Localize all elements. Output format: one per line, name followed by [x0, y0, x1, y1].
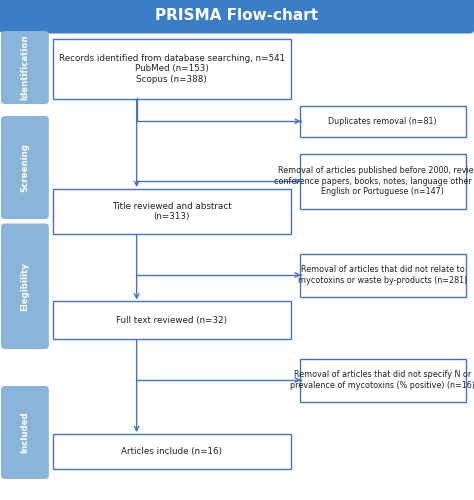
- Text: Records identified from database searching, n=541
PubMed (n=153)
Scopus (n=388): Records identified from database searchi…: [59, 54, 285, 84]
- Text: Identification: Identification: [20, 35, 29, 100]
- FancyBboxPatch shape: [53, 38, 291, 99]
- Text: Removal of articles that did not relate to
mycotoxins or waste by-products (n=28: Removal of articles that did not relate …: [298, 266, 467, 284]
- FancyBboxPatch shape: [1, 224, 49, 349]
- Text: Removal of articles published before 2000, reviews,
conference papers, books, no: Removal of articles published before 200…: [273, 166, 474, 196]
- FancyBboxPatch shape: [300, 254, 466, 296]
- Text: Screening: Screening: [20, 143, 29, 192]
- Text: Articles include (n=16): Articles include (n=16): [121, 447, 222, 456]
- Text: Title reviewed and abstract
(n=313): Title reviewed and abstract (n=313): [112, 202, 232, 221]
- FancyBboxPatch shape: [1, 31, 49, 104]
- FancyBboxPatch shape: [1, 116, 49, 219]
- Text: Full text reviewed (n=32): Full text reviewed (n=32): [116, 316, 228, 324]
- Text: Included: Included: [20, 412, 29, 454]
- FancyBboxPatch shape: [300, 358, 466, 402]
- Text: Removal of articles that did not specify N or
prevalence of mycotoxins (% positi: Removal of articles that did not specify…: [290, 370, 474, 390]
- FancyBboxPatch shape: [1, 386, 49, 479]
- Text: Duplicates removal (n=81): Duplicates removal (n=81): [328, 116, 437, 126]
- Text: PRISMA Flow-chart: PRISMA Flow-chart: [155, 8, 319, 23]
- FancyBboxPatch shape: [53, 188, 291, 234]
- FancyBboxPatch shape: [53, 434, 291, 469]
- FancyBboxPatch shape: [0, 0, 474, 34]
- FancyBboxPatch shape: [53, 301, 291, 339]
- FancyBboxPatch shape: [300, 154, 466, 209]
- FancyBboxPatch shape: [300, 106, 466, 136]
- Text: Elegibility: Elegibility: [20, 262, 29, 310]
